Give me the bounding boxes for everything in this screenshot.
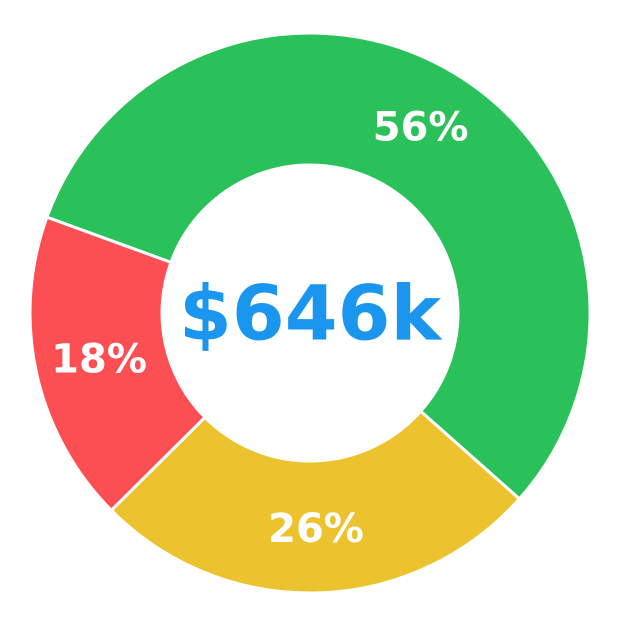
slice-label-2: 26% (268, 506, 364, 552)
slice-label-3: 18% (51, 336, 147, 382)
donut-slices (28, 31, 592, 595)
donut-slice-3 (28, 215, 208, 513)
slice-labels: 56% 26% 18% (51, 104, 468, 551)
slice-label-1: 56% (373, 104, 469, 150)
center-total-label: $646k (179, 269, 443, 358)
donut-slice-1 (44, 31, 592, 502)
donut-slice-2 (109, 409, 522, 595)
